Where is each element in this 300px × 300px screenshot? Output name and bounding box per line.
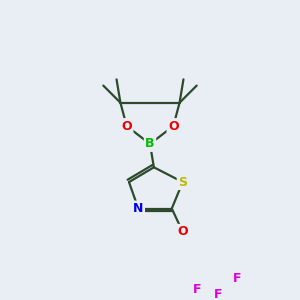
Text: O: O — [121, 120, 132, 133]
Text: F: F — [233, 272, 242, 285]
Text: N: N — [133, 202, 143, 215]
Text: F: F — [192, 283, 201, 296]
Text: O: O — [168, 120, 179, 133]
Text: B: B — [145, 137, 155, 151]
Text: F: F — [214, 288, 223, 300]
Text: S: S — [178, 176, 187, 189]
Text: O: O — [177, 225, 188, 239]
